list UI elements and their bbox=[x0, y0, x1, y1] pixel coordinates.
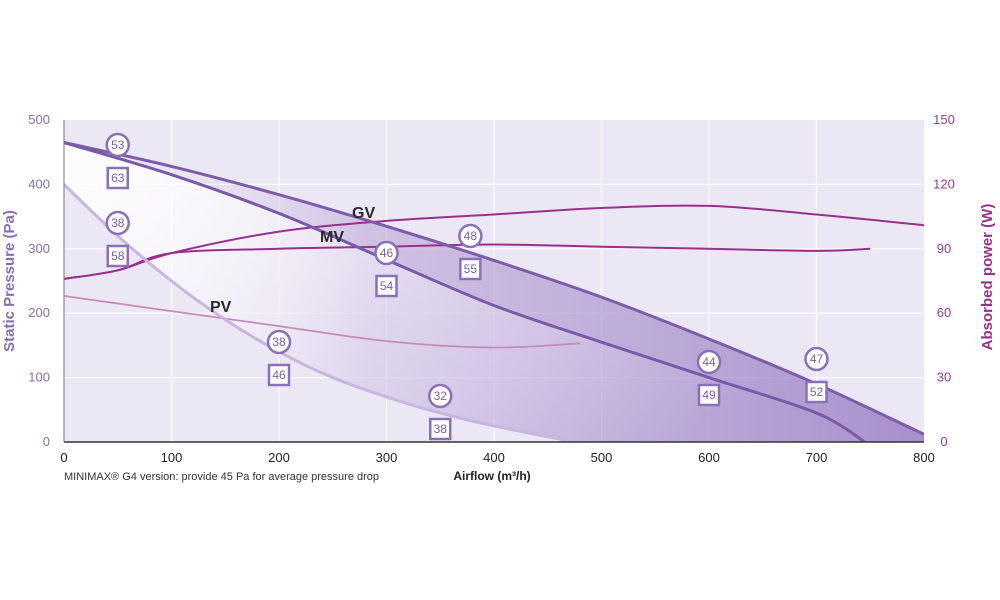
marker-square-value: 55 bbox=[464, 262, 478, 276]
marker-circle bbox=[696, 349, 722, 375]
marker-circle-value: 44 bbox=[702, 355, 716, 369]
marker-square-value: 54 bbox=[380, 279, 394, 293]
x-tick-label: 200 bbox=[268, 450, 290, 465]
marker-square bbox=[459, 257, 482, 281]
x-tick-label: 100 bbox=[161, 450, 183, 465]
x-tick-label: 700 bbox=[806, 450, 828, 465]
marker-square-value: 52 bbox=[810, 385, 824, 399]
x-tick-label: 600 bbox=[698, 450, 720, 465]
marker-circle-value: 32 bbox=[434, 389, 448, 403]
footnote: MINIMAX® G4 version: provide 45 Pa for a… bbox=[64, 471, 379, 483]
operating-region-highlight bbox=[64, 142, 865, 442]
power-curve-pv bbox=[64, 295, 581, 349]
marker-square bbox=[267, 363, 291, 387]
x-tick-label: 400 bbox=[483, 450, 505, 465]
pressure-curves bbox=[64, 141, 924, 442]
marker-circle bbox=[804, 346, 829, 372]
x-tick-label: 500 bbox=[591, 450, 613, 465]
marker-square-value: 49 bbox=[702, 388, 716, 402]
marker-circle-value: 47 bbox=[810, 352, 824, 366]
y-tick-label: 100 bbox=[28, 370, 50, 385]
curve-label-pv: PV bbox=[210, 299, 232, 316]
marker-square bbox=[429, 417, 452, 441]
y2-tick-labels: 0 30 60 90 120 150 bbox=[933, 112, 955, 449]
curve-label-mv: MV bbox=[320, 229, 344, 246]
noise-markers: 53 63 38 58 38 46 46 54 32 38 48 55 44 49 47 52 bbox=[105, 132, 829, 441]
noise-marker: 48 55 bbox=[458, 223, 483, 281]
noise-marker: 53 63 bbox=[105, 132, 130, 190]
y2-axis-title: Absorbed power (W) bbox=[979, 204, 996, 351]
noise-marker: 38 46 bbox=[266, 329, 292, 387]
y2-tick-label: 60 bbox=[937, 305, 951, 320]
noise-marker: 32 38 bbox=[428, 383, 453, 441]
y-axis-title: Static Pressure (Pa) bbox=[1, 210, 18, 352]
noise-marker: 38 58 bbox=[105, 210, 130, 268]
marker-square-value: 58 bbox=[111, 249, 125, 263]
y-tick-labels: 0 100 200 300 400 500 bbox=[28, 112, 50, 449]
marker-square bbox=[106, 166, 129, 190]
marker-circle-value: 53 bbox=[111, 138, 125, 152]
marker-circle-value: 38 bbox=[272, 335, 286, 349]
y-tick-label: 300 bbox=[28, 241, 50, 256]
marker-circle bbox=[105, 132, 130, 158]
pressure-curve-mv bbox=[64, 141, 866, 442]
marker-circle-value: 38 bbox=[111, 216, 125, 230]
x-tick-label: 0 bbox=[60, 450, 67, 465]
power-curves bbox=[64, 204, 924, 349]
y2-tick-label: 120 bbox=[933, 176, 955, 191]
noise-marker: 47 52 bbox=[804, 346, 829, 404]
marker-square bbox=[805, 380, 828, 404]
marker-circle-value: 46 bbox=[380, 246, 394, 260]
pressure-curve-pv bbox=[64, 183, 575, 442]
y2-tick-label: 0 bbox=[940, 434, 947, 449]
y-tick-label: 200 bbox=[28, 305, 50, 320]
marker-circle bbox=[105, 210, 130, 236]
curve-label-gv: GV bbox=[352, 205, 375, 222]
noise-marker: 44 49 bbox=[696, 349, 722, 407]
marker-circle-value: 48 bbox=[464, 229, 478, 243]
y-tick-label: 0 bbox=[43, 434, 50, 449]
pressure-curve-gv bbox=[64, 141, 924, 436]
marker-circle bbox=[458, 223, 483, 249]
noise-marker: 46 54 bbox=[374, 240, 399, 298]
y2-tick-label: 150 bbox=[933, 112, 955, 127]
marker-square-value: 38 bbox=[434, 422, 448, 436]
marker-circle bbox=[374, 240, 399, 266]
marker-square bbox=[697, 383, 721, 407]
marker-square-value: 46 bbox=[272, 368, 286, 382]
marker-circle bbox=[428, 383, 453, 409]
y2-tick-label: 30 bbox=[937, 370, 951, 385]
power-curve-mv bbox=[64, 243, 871, 280]
x-tick-label: 300 bbox=[376, 450, 398, 465]
y-tick-label: 400 bbox=[28, 176, 50, 191]
y2-tick-label: 90 bbox=[937, 241, 951, 256]
x-tick-labels: 0 100 200 300 400 500 600 700 800 bbox=[60, 450, 934, 465]
marker-circle bbox=[266, 329, 292, 355]
marker-square bbox=[375, 274, 398, 298]
x-tick-label: 800 bbox=[913, 450, 935, 465]
marker-square-value: 63 bbox=[111, 171, 125, 185]
marker-square bbox=[106, 244, 129, 268]
y-tick-label: 500 bbox=[28, 112, 50, 127]
x-axis-title: Airflow (m³/h) bbox=[453, 469, 530, 483]
